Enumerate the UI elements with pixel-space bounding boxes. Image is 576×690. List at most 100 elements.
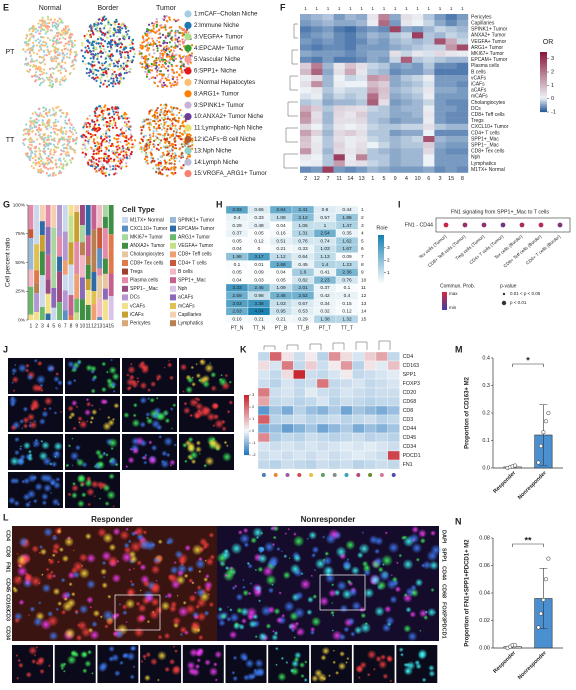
tissue-dot [52, 127, 55, 130]
table-value: 0.4 [344, 293, 351, 299]
heatmap-cell [340, 360, 353, 371]
stain [29, 606, 36, 613]
table-value: 0.37 [232, 231, 242, 237]
tissue-dot [55, 60, 58, 63]
tissue-dot [37, 22, 40, 25]
heatmap-cell [356, 81, 368, 88]
stain [141, 455, 146, 460]
heatmap-cell [257, 441, 270, 452]
tissue-dot [116, 77, 119, 80]
tissue-dot [100, 149, 103, 152]
cluster-dot [332, 473, 337, 477]
tissue-dot [39, 39, 42, 43]
tissue-dot [64, 119, 67, 122]
stain [106, 490, 116, 500]
tissue-dot [107, 128, 110, 131]
column-label: 1 [360, 6, 363, 11]
tissue-dot [173, 18, 176, 21]
stain [322, 535, 326, 539]
tissue-dot [102, 157, 106, 160]
legend-label: Plasma cells [130, 278, 159, 284]
stain [382, 673, 389, 680]
tissue-dot [109, 65, 112, 68]
tissue-dot [65, 138, 68, 141]
tissue-dot [29, 128, 32, 131]
legend-label: VEGFA+ Tumor [178, 243, 213, 249]
tissue-dot [23, 41, 26, 44]
tissue-dot [120, 115, 123, 118]
tissue-dot [165, 55, 168, 58]
tissue-dot [108, 116, 111, 120]
stain [22, 406, 29, 413]
tissue-dot [55, 80, 58, 83]
tissue-dot [55, 39, 58, 43]
stain [27, 449, 32, 454]
stain [428, 560, 439, 571]
stain [78, 419, 88, 429]
legend-swatch [184, 67, 192, 75]
legend-label: aCAFs [178, 295, 194, 301]
tissue-dot [114, 27, 117, 30]
stain [112, 389, 116, 393]
tissue-dot [165, 19, 168, 22]
tissue-dot [165, 130, 168, 133]
stain [217, 606, 223, 612]
tissue-dot [40, 70, 43, 73]
colorbar [244, 431, 249, 434]
stain [84, 478, 93, 488]
tissue-dot [38, 84, 42, 87]
heatmap-cell [344, 99, 357, 106]
tissue-dot [168, 60, 171, 63]
tissue-dot [92, 157, 95, 160]
tissue-dot [40, 137, 43, 140]
heatmap-cell [423, 20, 435, 27]
stain [228, 380, 232, 384]
stain [127, 456, 135, 464]
tissue-dot [102, 45, 105, 48]
stack-segment [34, 244, 40, 271]
legend-swatch [184, 56, 192, 64]
tissue-dot [170, 147, 173, 150]
heatmap-cell [316, 432, 329, 443]
tissue-dot [71, 128, 74, 131]
stain [133, 626, 145, 638]
stain [359, 661, 368, 669]
heatmap-cell [445, 50, 457, 57]
colorbar [540, 104, 547, 107]
stack-segment [97, 298, 103, 318]
row-label: CD20 [403, 390, 417, 396]
heatmap-cell [423, 154, 435, 161]
stain [230, 542, 243, 555]
tissue-dot [163, 113, 166, 116]
heatmap-cell [412, 111, 424, 118]
stack-segment [57, 256, 62, 272]
stain [72, 426, 77, 431]
legend-swatch [184, 135, 192, 143]
y-tick-label: 0.08 [479, 535, 490, 541]
stain [33, 419, 37, 423]
heatmap-cell [400, 50, 413, 57]
tissue-dot [176, 40, 179, 43]
dot [443, 222, 449, 228]
stain [345, 661, 348, 664]
stain [129, 362, 133, 366]
tissue-dot [35, 71, 38, 74]
tissue-dot [153, 60, 156, 63]
point [513, 643, 518, 648]
tissue-dot [95, 42, 98, 45]
tissue-dot [30, 150, 33, 153]
stain [34, 482, 43, 491]
tissue-dot [125, 151, 128, 154]
heatmap-cell [412, 166, 424, 173]
heatmap-cell [445, 38, 457, 45]
heatmap-cell [281, 459, 294, 470]
tissue-dot [39, 171, 43, 174]
heatmap-cell [311, 117, 323, 124]
tissue-dot [27, 48, 30, 51]
table-value: 1.47 [342, 223, 352, 229]
tissue-dot [124, 25, 127, 28]
tissue-dot [163, 160, 167, 163]
tissue-dot [104, 57, 107, 60]
stack-segment [91, 272, 97, 292]
heatmap-cell [333, 38, 345, 45]
